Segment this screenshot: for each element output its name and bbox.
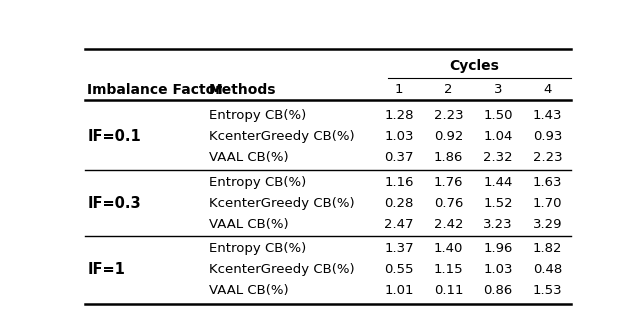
Text: 3.29: 3.29 — [533, 217, 563, 231]
Text: 1.70: 1.70 — [533, 197, 563, 210]
Text: 0.28: 0.28 — [384, 197, 413, 210]
Text: VAAL CB(%): VAAL CB(%) — [209, 284, 289, 297]
Text: 1.01: 1.01 — [384, 284, 413, 297]
Text: 2.23: 2.23 — [533, 151, 563, 164]
Text: IF=1: IF=1 — [88, 262, 125, 277]
Text: 1.04: 1.04 — [483, 130, 513, 143]
Text: 1.86: 1.86 — [434, 151, 463, 164]
Text: Imbalance Factor: Imbalance Factor — [88, 83, 223, 97]
Text: 0.92: 0.92 — [434, 130, 463, 143]
Text: 1.50: 1.50 — [483, 109, 513, 122]
Text: 4: 4 — [543, 83, 552, 96]
Text: 0.11: 0.11 — [434, 284, 463, 297]
Text: 2.42: 2.42 — [434, 217, 463, 231]
Text: 1.96: 1.96 — [483, 242, 513, 256]
Text: 1.63: 1.63 — [533, 176, 563, 189]
Text: 1.37: 1.37 — [384, 242, 413, 256]
Text: 0.37: 0.37 — [384, 151, 413, 164]
Text: Methods: Methods — [209, 83, 276, 97]
Text: Cycles: Cycles — [449, 59, 499, 73]
Text: 1.16: 1.16 — [384, 176, 413, 189]
Text: KcenterGreedy CB(%): KcenterGreedy CB(%) — [209, 130, 355, 143]
Text: KcenterGreedy CB(%): KcenterGreedy CB(%) — [209, 197, 355, 210]
Text: VAAL CB(%): VAAL CB(%) — [209, 217, 289, 231]
Text: 2.32: 2.32 — [483, 151, 513, 164]
Text: 2: 2 — [444, 83, 452, 96]
Text: VAAL CB(%): VAAL CB(%) — [209, 151, 289, 164]
Text: 1.44: 1.44 — [483, 176, 513, 189]
Text: KcenterGreedy CB(%): KcenterGreedy CB(%) — [209, 263, 355, 276]
Text: 2.47: 2.47 — [384, 217, 413, 231]
Text: 1.03: 1.03 — [483, 263, 513, 276]
Text: IF=0.1: IF=0.1 — [88, 129, 141, 144]
Text: 1.03: 1.03 — [384, 130, 413, 143]
Text: 3.23: 3.23 — [483, 217, 513, 231]
Text: 1.40: 1.40 — [434, 242, 463, 256]
Text: 0.86: 0.86 — [483, 284, 513, 297]
Text: 0.93: 0.93 — [533, 130, 563, 143]
Text: 1.15: 1.15 — [434, 263, 463, 276]
Text: 1.43: 1.43 — [533, 109, 563, 122]
Text: 1.53: 1.53 — [533, 284, 563, 297]
Text: 1.52: 1.52 — [483, 197, 513, 210]
Text: 0.76: 0.76 — [434, 197, 463, 210]
Text: 1.76: 1.76 — [434, 176, 463, 189]
Text: 0.55: 0.55 — [384, 263, 413, 276]
Text: 1.28: 1.28 — [384, 109, 413, 122]
Text: 0.48: 0.48 — [533, 263, 563, 276]
Text: Entropy CB(%): Entropy CB(%) — [209, 176, 306, 189]
Text: IF=0.3: IF=0.3 — [88, 195, 141, 211]
Text: Entropy CB(%): Entropy CB(%) — [209, 109, 306, 122]
Text: 3: 3 — [494, 83, 502, 96]
Text: Entropy CB(%): Entropy CB(%) — [209, 242, 306, 256]
Text: 2.23: 2.23 — [434, 109, 463, 122]
Text: 1: 1 — [395, 83, 403, 96]
Text: 1.82: 1.82 — [533, 242, 563, 256]
